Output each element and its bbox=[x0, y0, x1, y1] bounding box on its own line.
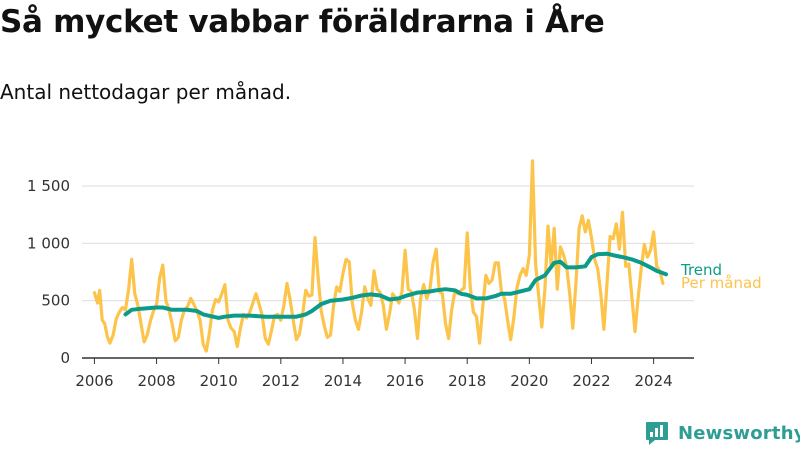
series-line-trend bbox=[123, 251, 668, 320]
x-tick-label: 2014 bbox=[324, 372, 362, 390]
chart-title: Så mycket vabbar föräldrarna i Åre bbox=[0, 4, 605, 40]
x-tick-label: 2008 bbox=[137, 372, 175, 390]
series bbox=[92, 159, 668, 353]
x-tick-label: 2012 bbox=[262, 372, 300, 390]
brand-logo: Newsworthy bbox=[644, 420, 800, 446]
y-tick-label: 500 bbox=[41, 292, 70, 310]
y-tick-label: 1 500 bbox=[27, 177, 70, 195]
x-tick-label: 2018 bbox=[448, 372, 486, 390]
x-tick-label: 2022 bbox=[572, 372, 610, 390]
brand-name: Newsworthy bbox=[678, 422, 800, 444]
x-tick-label: 2016 bbox=[386, 372, 424, 390]
x-tick-label: 2024 bbox=[635, 372, 673, 390]
newsworthy-logo-icon bbox=[646, 422, 668, 445]
gridlines bbox=[82, 185, 694, 302]
series-line-per-manad bbox=[92, 159, 665, 353]
y-tick-label: 0 bbox=[60, 349, 70, 367]
series-label-per-manad: Per månad bbox=[681, 274, 762, 292]
series-label-trend: Trend bbox=[680, 261, 722, 279]
axes: 0 500 1 000 1 500 2006 2008 2010 2012 2014 2016 20… bbox=[27, 177, 694, 390]
x-tick-label: 2020 bbox=[510, 372, 548, 390]
x-tick-label: 2006 bbox=[75, 372, 113, 390]
x-tick-label: 2010 bbox=[200, 372, 238, 390]
chart-subtitle: Antal nettodagar per månad. bbox=[0, 80, 292, 104]
y-tick-label: 1 000 bbox=[27, 234, 70, 252]
